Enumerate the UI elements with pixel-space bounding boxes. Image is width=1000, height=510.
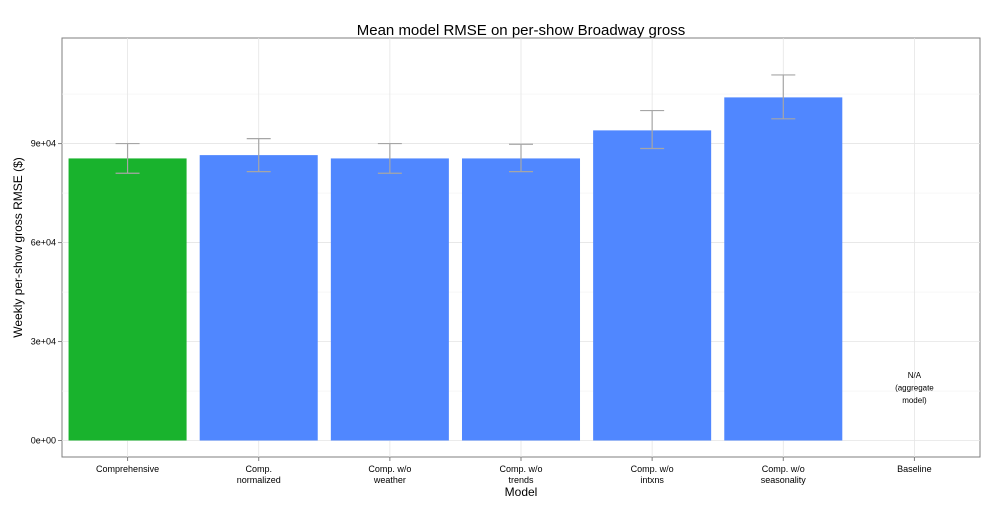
x-tick-label: Comp. w/o seasonality — [761, 464, 807, 485]
bar — [593, 130, 712, 441]
bars — [68, 97, 843, 441]
annotation-line: (aggregate — [895, 384, 934, 393]
x-tick-label-line: Comp. w/o — [368, 464, 411, 474]
y-tick-label: 9e+04 — [31, 139, 56, 149]
x-tick-label-line: trends — [508, 475, 534, 485]
bar — [724, 97, 843, 441]
bar — [461, 158, 581, 441]
error-bar — [640, 109, 665, 150]
x-tick-label-line: Comp. w/o — [499, 464, 542, 474]
error-bar — [377, 142, 402, 174]
y-axis: 0e+00 3e+04 6e+04 9e+04 — [31, 139, 62, 446]
bar — [330, 158, 449, 441]
annotation: N/A (aggregate model) — [895, 371, 934, 405]
x-tick-label: Baseline — [897, 464, 932, 474]
x-tick-label: Comprehensive — [96, 464, 159, 474]
x-tick-label-line: Comprehensive — [96, 464, 159, 474]
error-bars — [115, 74, 796, 174]
error-bar — [509, 143, 533, 173]
x-tick-label: Comp. w/o intxns — [631, 464, 674, 485]
annotation-line: model) — [902, 396, 927, 405]
x-tick-label-line: Comp. — [245, 464, 272, 474]
y-tick-label: 0e+00 — [31, 436, 56, 446]
y-axis-title: Weekly per-show gross RMSE ($) — [11, 157, 25, 338]
y-tick-label: 6e+04 — [31, 238, 56, 248]
x-tick-label-line: weather — [373, 475, 406, 485]
y-tick-label: 3e+04 — [31, 337, 56, 347]
error-bar — [115, 142, 140, 174]
x-tick-label-line: normalized — [237, 475, 281, 485]
x-tick-label-line: seasonality — [761, 475, 807, 485]
x-tick-label-line: intxns — [640, 475, 664, 485]
annotation-text: N/A (aggregate model) — [895, 371, 934, 405]
x-tick-label-line: Comp. w/o — [631, 464, 674, 474]
x-tick-label: Comp. w/o trends — [499, 464, 542, 485]
bar — [199, 155, 318, 441]
bar — [68, 158, 187, 441]
annotation-line: N/A — [908, 371, 922, 380]
error-bar — [246, 138, 271, 173]
error-bar — [771, 74, 796, 120]
chart-title: Mean model RMSE on per-show Broadway gro… — [357, 22, 685, 39]
x-tick-label-line: Comp. w/o — [762, 464, 805, 474]
x-axis-title: Model — [505, 485, 538, 499]
x-tick-label-line: Baseline — [897, 464, 932, 474]
x-tick-label: Comp. w/o weather — [368, 464, 411, 485]
x-tick-label: Comp. normalized — [237, 464, 281, 485]
